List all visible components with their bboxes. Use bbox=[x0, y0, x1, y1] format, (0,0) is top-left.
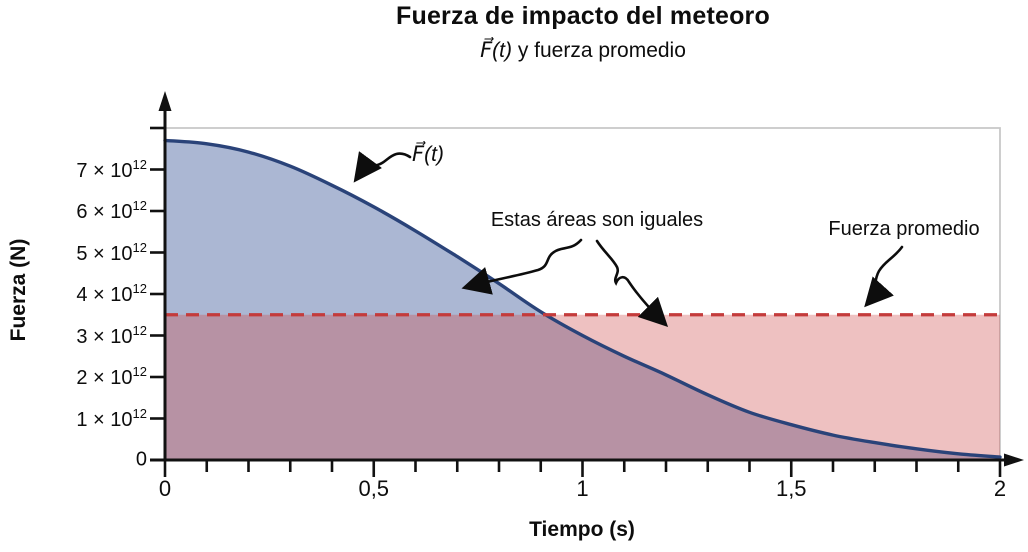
equal-areas-left-arrow bbox=[461, 238, 583, 295]
annotation-arrows bbox=[353, 151, 904, 328]
equal-areas-right-arrow bbox=[595, 239, 669, 328]
x-tick-label: 1,5 bbox=[775, 476, 807, 501]
curve-label-annotation: F⃗(t) bbox=[412, 143, 444, 166]
equal-areas-annotation: Estas áreas son iguales bbox=[490, 209, 704, 231]
y-tick-label: 1 × 1012 bbox=[76, 405, 147, 431]
x-axis-title: Tiempo (s) bbox=[529, 518, 635, 541]
average-force-annotation: Fuerza promedio bbox=[828, 218, 980, 240]
curve-label-arrow bbox=[353, 151, 412, 183]
x-tick-label: 1 bbox=[576, 476, 589, 501]
force-curve bbox=[163, 138, 1002, 459]
y-axis-title: Fuerza (N) bbox=[7, 238, 30, 342]
y-tick-label: 7 × 1012 bbox=[76, 156, 147, 182]
chart-subtitle: F⃗(t) y fuerza promedio bbox=[138, 38, 1028, 63]
chart-subtitle-math: F⃗(t) bbox=[480, 39, 512, 62]
x-tick-label: 0 bbox=[158, 476, 172, 501]
average-force-arrow bbox=[864, 245, 904, 308]
x-tick-label: 2 bbox=[993, 476, 1007, 501]
y-tick-label: 6 × 1012 bbox=[76, 198, 147, 223]
y-tick-label: 0 bbox=[135, 448, 147, 471]
y-tick-label: 2 × 1012 bbox=[76, 364, 147, 389]
y-axis bbox=[150, 91, 172, 462]
chart-subtitle-rest: y fuerza promedio bbox=[511, 39, 686, 62]
area-under-average-line bbox=[165, 314, 1000, 460]
y-tick-label: 3 × 1012 bbox=[76, 322, 147, 348]
chart-title: Fuerza de impacto del meteoro bbox=[396, 2, 770, 30]
x-axis bbox=[150, 453, 1024, 477]
y-tick-label: 5 × 1012 bbox=[76, 239, 147, 265]
y-tick-label: 4 × 1012 bbox=[76, 281, 147, 306]
x-tick-label: 0,5 bbox=[358, 476, 390, 501]
plot-border bbox=[165, 127, 1001, 460]
area-under-curve bbox=[165, 140, 1000, 460]
